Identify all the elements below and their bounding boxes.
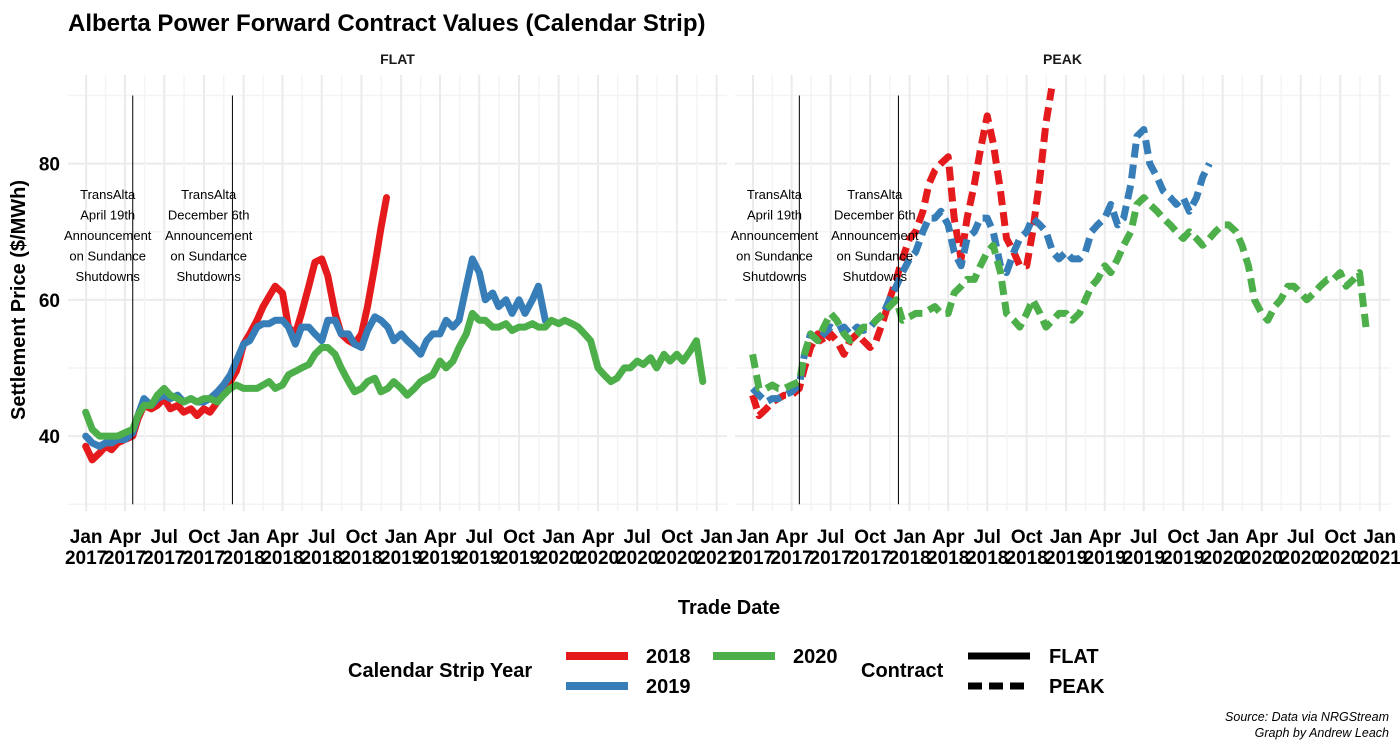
grid-peak <box>735 75 1390 511</box>
y-tick-label: 40 <box>39 427 60 448</box>
x-tick-label: Jan 2018 <box>223 527 265 569</box>
facet-label-peak: PEAK <box>1043 51 1082 67</box>
x-tick-label: Apr 2020 <box>577 527 619 569</box>
series-line-peak-2020 <box>749 194 1370 392</box>
x-tick-label: Jan 2021 <box>1359 527 1400 569</box>
x-tick-label: Jul 2019 <box>458 527 500 569</box>
x-tick-label: Oct 2018 <box>1006 527 1048 569</box>
x-tick-label: Apr 2019 <box>419 527 461 569</box>
x-tick-label: Apr 2019 <box>1084 527 1126 569</box>
y-tick-label: 60 <box>39 291 60 312</box>
x-tick-label: Jan 2019 <box>380 527 422 569</box>
x-tick-label: Jul 2017 <box>810 527 852 569</box>
legend: Calendar Strip Year 2018 2019 2020 Contract F… <box>348 646 1105 698</box>
x-tick-label: Apr 2018 <box>261 527 303 569</box>
x-tick-label: Jul 2019 <box>1123 527 1165 569</box>
x-tick-label: Jul 2018 <box>966 527 1008 569</box>
facet-label-flat: FLAT <box>380 51 415 67</box>
x-tick-label: Jan 2017 <box>65 527 107 569</box>
x-tick-label: Apr 2017 <box>770 527 812 569</box>
x-tick-label: Oct 2019 <box>1162 527 1204 569</box>
x-tick-label: Oct 2017 <box>849 527 891 569</box>
event-annotation: TransAlta December 6th Announcement on Sund… <box>831 187 919 284</box>
legend-title-strip: Calendar Strip Year <box>348 660 532 682</box>
y-tick-label: 80 <box>39 155 60 176</box>
x-tick-label: Oct 2018 <box>340 527 382 569</box>
legend-label-2019: 2019 <box>646 676 691 698</box>
series-line-flat-2020 <box>82 309 707 440</box>
legend-label-peak: PEAK <box>1049 676 1105 698</box>
x-tick-label: Jan 2019 <box>1045 527 1087 569</box>
legend-label-2020: 2020 <box>793 646 838 668</box>
x-tick-label: Jul 2020 <box>616 527 658 569</box>
x-tick-label: Jan 2021 <box>696 527 739 569</box>
legend-label-2018: 2018 <box>646 646 691 668</box>
legend-label-flat: FLAT <box>1049 646 1099 668</box>
event-annotation: TransAlta December 6th Announcement on Sund… <box>165 187 253 284</box>
chart-title: Alberta Power Forward Contract Values (C… <box>68 10 705 37</box>
x-tick-label: Apr 2018 <box>927 527 969 569</box>
x-tick-label: Oct 2019 <box>498 527 540 569</box>
x-tick-label: Jul 2020 <box>1280 527 1322 569</box>
series-line-peak-2019 <box>750 126 1213 406</box>
x-tick-label: Oct 2017 <box>183 527 225 569</box>
event-annotation: TransAlta April 19th Announcement on Sundan… <box>64 187 152 284</box>
caption-author: Graph by Andrew Leach <box>1255 726 1389 740</box>
x-tick-label: Apr 2017 <box>104 527 146 569</box>
x-tick-label: Jul 2017 <box>143 527 185 569</box>
x-tick-label: Jan 2020 <box>538 527 580 569</box>
x-tick-label: Jan 2020 <box>1202 527 1244 569</box>
series-line-flat-2019 <box>82 255 549 450</box>
legend-title-contract: Contract <box>861 660 944 682</box>
caption-source: Source: Data via NRGStream <box>1225 710 1389 724</box>
x-tick-label: Oct 2020 <box>1319 527 1361 569</box>
x-tick-label: Jul 2018 <box>301 527 343 569</box>
x-tick-label: Jan 2018 <box>888 527 930 569</box>
x-axis-title: Trade Date <box>678 597 780 619</box>
x-tick-label: Jan 2017 <box>732 527 774 569</box>
event-annotation: TransAlta April 19th Announcement on Sundan… <box>731 187 819 284</box>
x-tick-label: Apr 2020 <box>1241 527 1283 569</box>
grid-flat <box>68 75 727 511</box>
x-tick-label: Oct 2020 <box>656 527 698 569</box>
y-axis-title: Settlement Price ($/MWh) <box>8 180 30 420</box>
